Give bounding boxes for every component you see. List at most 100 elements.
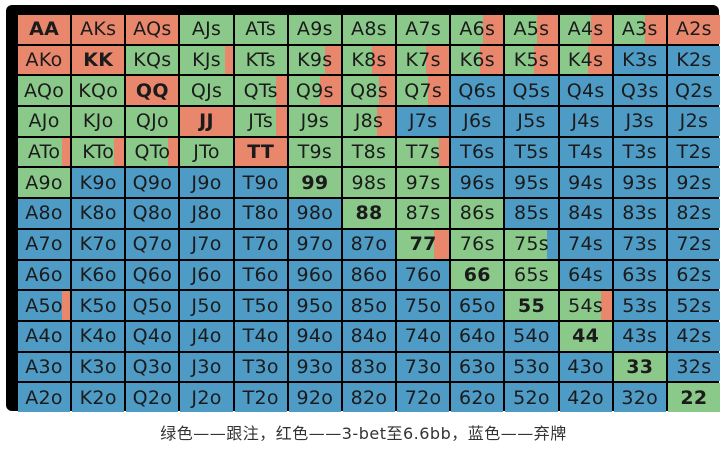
hand-cell: 54s (559, 291, 612, 320)
hand-cell: 93o (288, 352, 341, 382)
hand-label: AKo (25, 49, 63, 72)
hand-label: 83o (350, 355, 388, 378)
hand-cell: K5s (505, 45, 558, 75)
hand-label: T6s (460, 141, 495, 164)
hand-label: Q2o (132, 386, 173, 409)
hand-cell: 96s (451, 168, 504, 198)
hand-label: 98o (296, 202, 334, 225)
hand-label: Q5s (512, 79, 551, 102)
hand-label: K9s (297, 49, 333, 72)
hand-label: Q9s (295, 79, 334, 102)
hand-label: J5o (191, 294, 222, 317)
hand-cell: TT (234, 137, 287, 167)
hand-cell: JTo (180, 137, 233, 167)
hand-label: 85o (350, 294, 388, 317)
hand-cell: T8s (342, 137, 396, 167)
hand-cell: AQo (18, 76, 71, 106)
secondary-action-fill (320, 76, 341, 106)
hand-cell: T9s (288, 137, 341, 167)
hand-label: A4o (25, 325, 63, 348)
hand-label: A9s (296, 18, 333, 41)
hand-cell: T7o (234, 229, 287, 259)
hand-label: 72o (404, 386, 442, 409)
hand-label: 87s (405, 202, 441, 225)
hand-label: J3o (191, 355, 222, 378)
hand-label: 75s (513, 233, 549, 256)
hand-label: 93s (622, 171, 658, 194)
hand-cell: KJo (72, 107, 125, 136)
hand-cell: K3o (72, 352, 125, 382)
hand-cell: A3s (613, 15, 666, 44)
hand-cell: 82s (667, 199, 720, 228)
hand-cell: QQ (126, 76, 179, 106)
hand-cell: J8o (180, 199, 233, 228)
secondary-action-fill (113, 137, 125, 167)
hand-label: 95s (513, 171, 549, 194)
hand-label: A5o (25, 294, 63, 317)
hand-cell: 87s (397, 199, 450, 228)
hand-label: 76s (459, 233, 495, 256)
hand-cell: 95o (288, 291, 341, 320)
hand-cell: A5o (18, 291, 71, 320)
hand-cell: T5s (505, 137, 558, 167)
hand-label: T3o (242, 355, 279, 378)
hand-label: 65o (458, 294, 496, 317)
hand-label: Q9o (132, 171, 173, 194)
hand-label: J7o (191, 233, 222, 256)
hand-label: T5o (242, 294, 279, 317)
hand-cell: JTs (234, 107, 287, 136)
hand-label: 55 (517, 294, 545, 317)
hand-cell: Q3s (613, 76, 666, 106)
hand-cell: J4s (559, 107, 612, 136)
hand-cell: 96o (288, 260, 341, 290)
secondary-action-fill (276, 76, 287, 106)
hand-cell: 32s (667, 352, 720, 382)
hand-cell: T3o (234, 352, 287, 382)
hand-cell: AJo (18, 107, 71, 136)
hand-label: 63o (458, 355, 496, 378)
hand-label: 32o (621, 386, 659, 409)
secondary-action-fill (62, 137, 71, 167)
hand-cell: J9o (180, 168, 233, 198)
hand-cell: 52s (667, 291, 720, 320)
secondary-action-fill (224, 45, 233, 75)
hand-cell: 63s (613, 260, 666, 290)
hand-cell: AKs (72, 15, 125, 44)
hand-label: 86o (350, 263, 388, 286)
hand-cell: 98o (288, 199, 341, 228)
hand-label: 92s (676, 171, 712, 194)
secondary-action-fill (438, 137, 450, 167)
hand-cell: 92o (288, 383, 341, 412)
hand-cell: 93s (613, 168, 666, 198)
hand-label: 82s (676, 202, 712, 225)
hand-cell: T2s (667, 137, 720, 167)
hand-cell: K2o (72, 383, 125, 412)
hand-cell: K3s (613, 45, 666, 75)
hand-cell: J4o (180, 321, 233, 351)
hand-label: KTo (82, 141, 115, 164)
hand-label: 54o (513, 325, 550, 348)
hand-label: A6o (25, 263, 63, 286)
hand-label: J4s (571, 110, 600, 133)
hand-cell: QTs (234, 76, 287, 106)
hand-cell: A3o (18, 352, 71, 382)
hand-cell: Q4s (559, 76, 612, 106)
hand-label: 74s (568, 233, 604, 256)
hand-label: 52s (676, 294, 712, 317)
hand-cell: J7s (397, 107, 450, 136)
hand-cell: AQs (126, 15, 179, 44)
hand-label: ATo (27, 141, 61, 164)
hand-cell: J5s (505, 107, 558, 136)
hand-label: 88 (355, 202, 383, 225)
secondary-action-fill (325, 45, 341, 75)
secondary-action-fill (376, 107, 396, 136)
hand-cell: A2s (667, 15, 720, 44)
hand-cell: 72s (667, 229, 720, 259)
hand-label: A8s (351, 18, 387, 41)
hand-cell: 77 (397, 229, 450, 259)
hand-label: J9s (300, 110, 330, 133)
hand-cell: 73o (397, 352, 450, 382)
hand-label: K2o (79, 386, 117, 409)
hand-cell: 95s (505, 168, 558, 198)
hand-label: 53o (513, 355, 550, 378)
